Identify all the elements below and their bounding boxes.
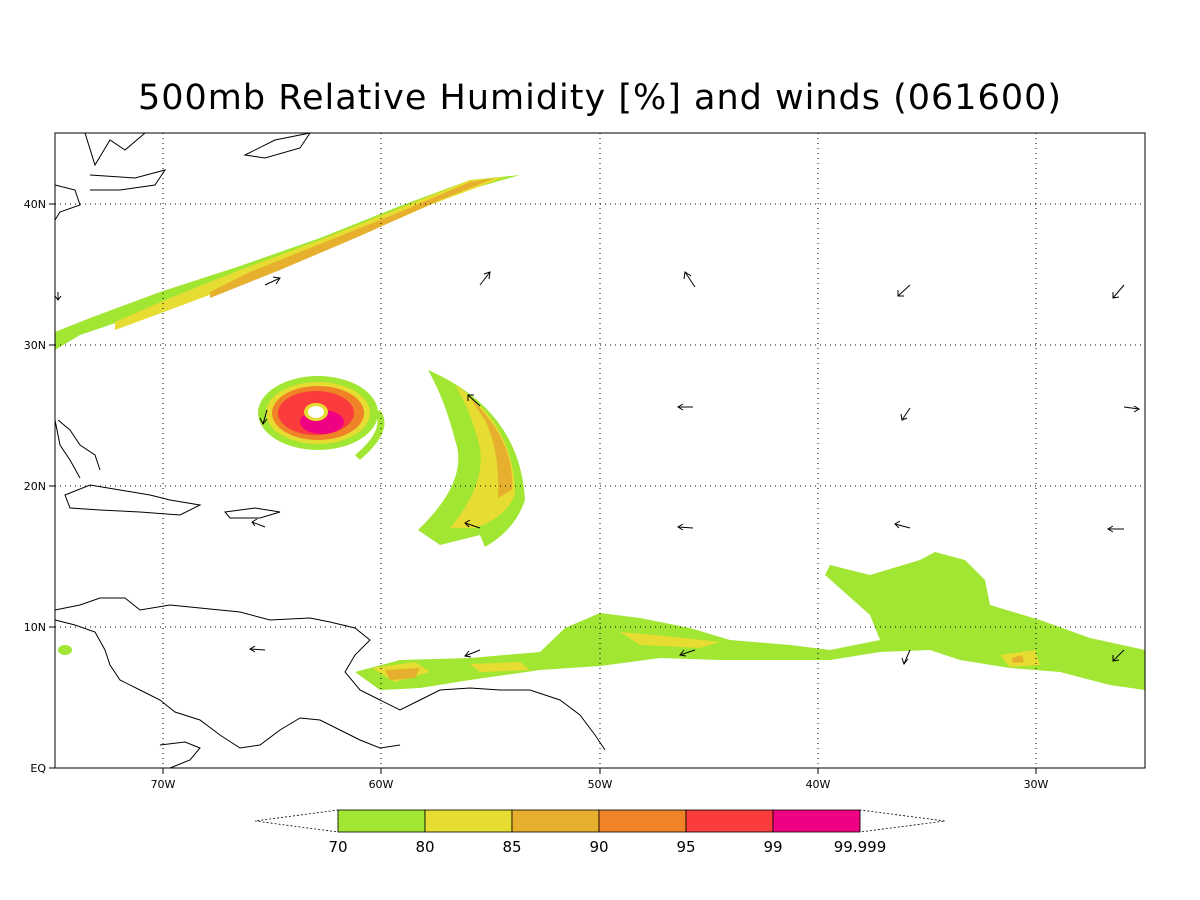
gridlines bbox=[55, 133, 1145, 768]
legend-right-triangle bbox=[859, 809, 946, 833]
legend-label: 99.999 bbox=[834, 838, 887, 856]
wind-arrow bbox=[1123, 405, 1140, 413]
x-tick-label: 60W bbox=[369, 778, 394, 791]
y-tick-label: EQ bbox=[30, 762, 46, 775]
y-tick-label: 30N bbox=[24, 339, 46, 352]
legend-swatch bbox=[598, 809, 687, 833]
legend-left-triangle bbox=[254, 809, 339, 833]
wind-arrow bbox=[900, 407, 911, 421]
legend-label: 99 bbox=[763, 838, 782, 856]
legend-swatch bbox=[424, 809, 513, 833]
wind-arrow bbox=[464, 649, 481, 658]
wind-arrow bbox=[479, 271, 491, 286]
wind-arrow bbox=[54, 292, 62, 301]
wind-arrow bbox=[901, 649, 911, 666]
humidity-band-jet-inner bbox=[210, 178, 495, 298]
x-tick-label: 30W bbox=[1024, 778, 1049, 791]
humidity-fields bbox=[55, 175, 1145, 690]
wind-arrow bbox=[683, 271, 696, 288]
wind-arrow bbox=[1112, 284, 1125, 299]
wind-arrow bbox=[249, 645, 266, 653]
axis-ticks bbox=[49, 203, 1037, 774]
y-tick-label: 40N bbox=[24, 198, 46, 211]
legend-label: 85 bbox=[502, 838, 521, 856]
wind-arrow bbox=[679, 649, 696, 657]
legend-swatch bbox=[511, 809, 600, 833]
x-tick-label: 40W bbox=[806, 778, 831, 791]
x-axis-labels: 70W 60W 50W 40W 30W bbox=[151, 778, 1049, 791]
wind-arrow bbox=[1107, 525, 1124, 533]
legend-label: 70 bbox=[328, 838, 347, 856]
legend-label: 80 bbox=[415, 838, 434, 856]
legend-swatch bbox=[772, 809, 861, 833]
wind-arrow bbox=[1112, 649, 1125, 662]
wind-arrow bbox=[677, 523, 694, 531]
cyclone-humidity bbox=[258, 376, 385, 460]
y-axis-labels: EQ 10N 20N 30N 40N bbox=[24, 198, 47, 775]
legend-swatch bbox=[337, 809, 426, 833]
tropical-humidity-band bbox=[58, 552, 1145, 690]
y-tick-label: 20N bbox=[24, 480, 46, 493]
wind-arrow bbox=[264, 276, 281, 286]
wind-arrow bbox=[897, 284, 911, 297]
x-tick-label: 50W bbox=[588, 778, 613, 791]
coastlines bbox=[54, 132, 606, 769]
legend-label: 90 bbox=[589, 838, 608, 856]
legend-swatch bbox=[685, 809, 774, 833]
wind-arrow bbox=[894, 520, 911, 529]
wind-arrow bbox=[467, 394, 481, 407]
map-title: 500mb Relative Humidity [%] and winds (0… bbox=[137, 78, 1063, 118]
wind-arrow bbox=[464, 519, 481, 529]
color-legend: 70 80 85 90 95 99 99.999 bbox=[254, 809, 946, 856]
y-tick-label: 10N bbox=[24, 621, 46, 634]
wind-arrow bbox=[259, 409, 268, 425]
wind-arrow bbox=[251, 518, 266, 528]
wind-arrow bbox=[677, 403, 693, 411]
x-tick-label: 70W bbox=[151, 778, 176, 791]
legend-label: 95 bbox=[676, 838, 695, 856]
crescent-humidity bbox=[418, 370, 525, 547]
wind-arrows bbox=[54, 271, 1140, 666]
